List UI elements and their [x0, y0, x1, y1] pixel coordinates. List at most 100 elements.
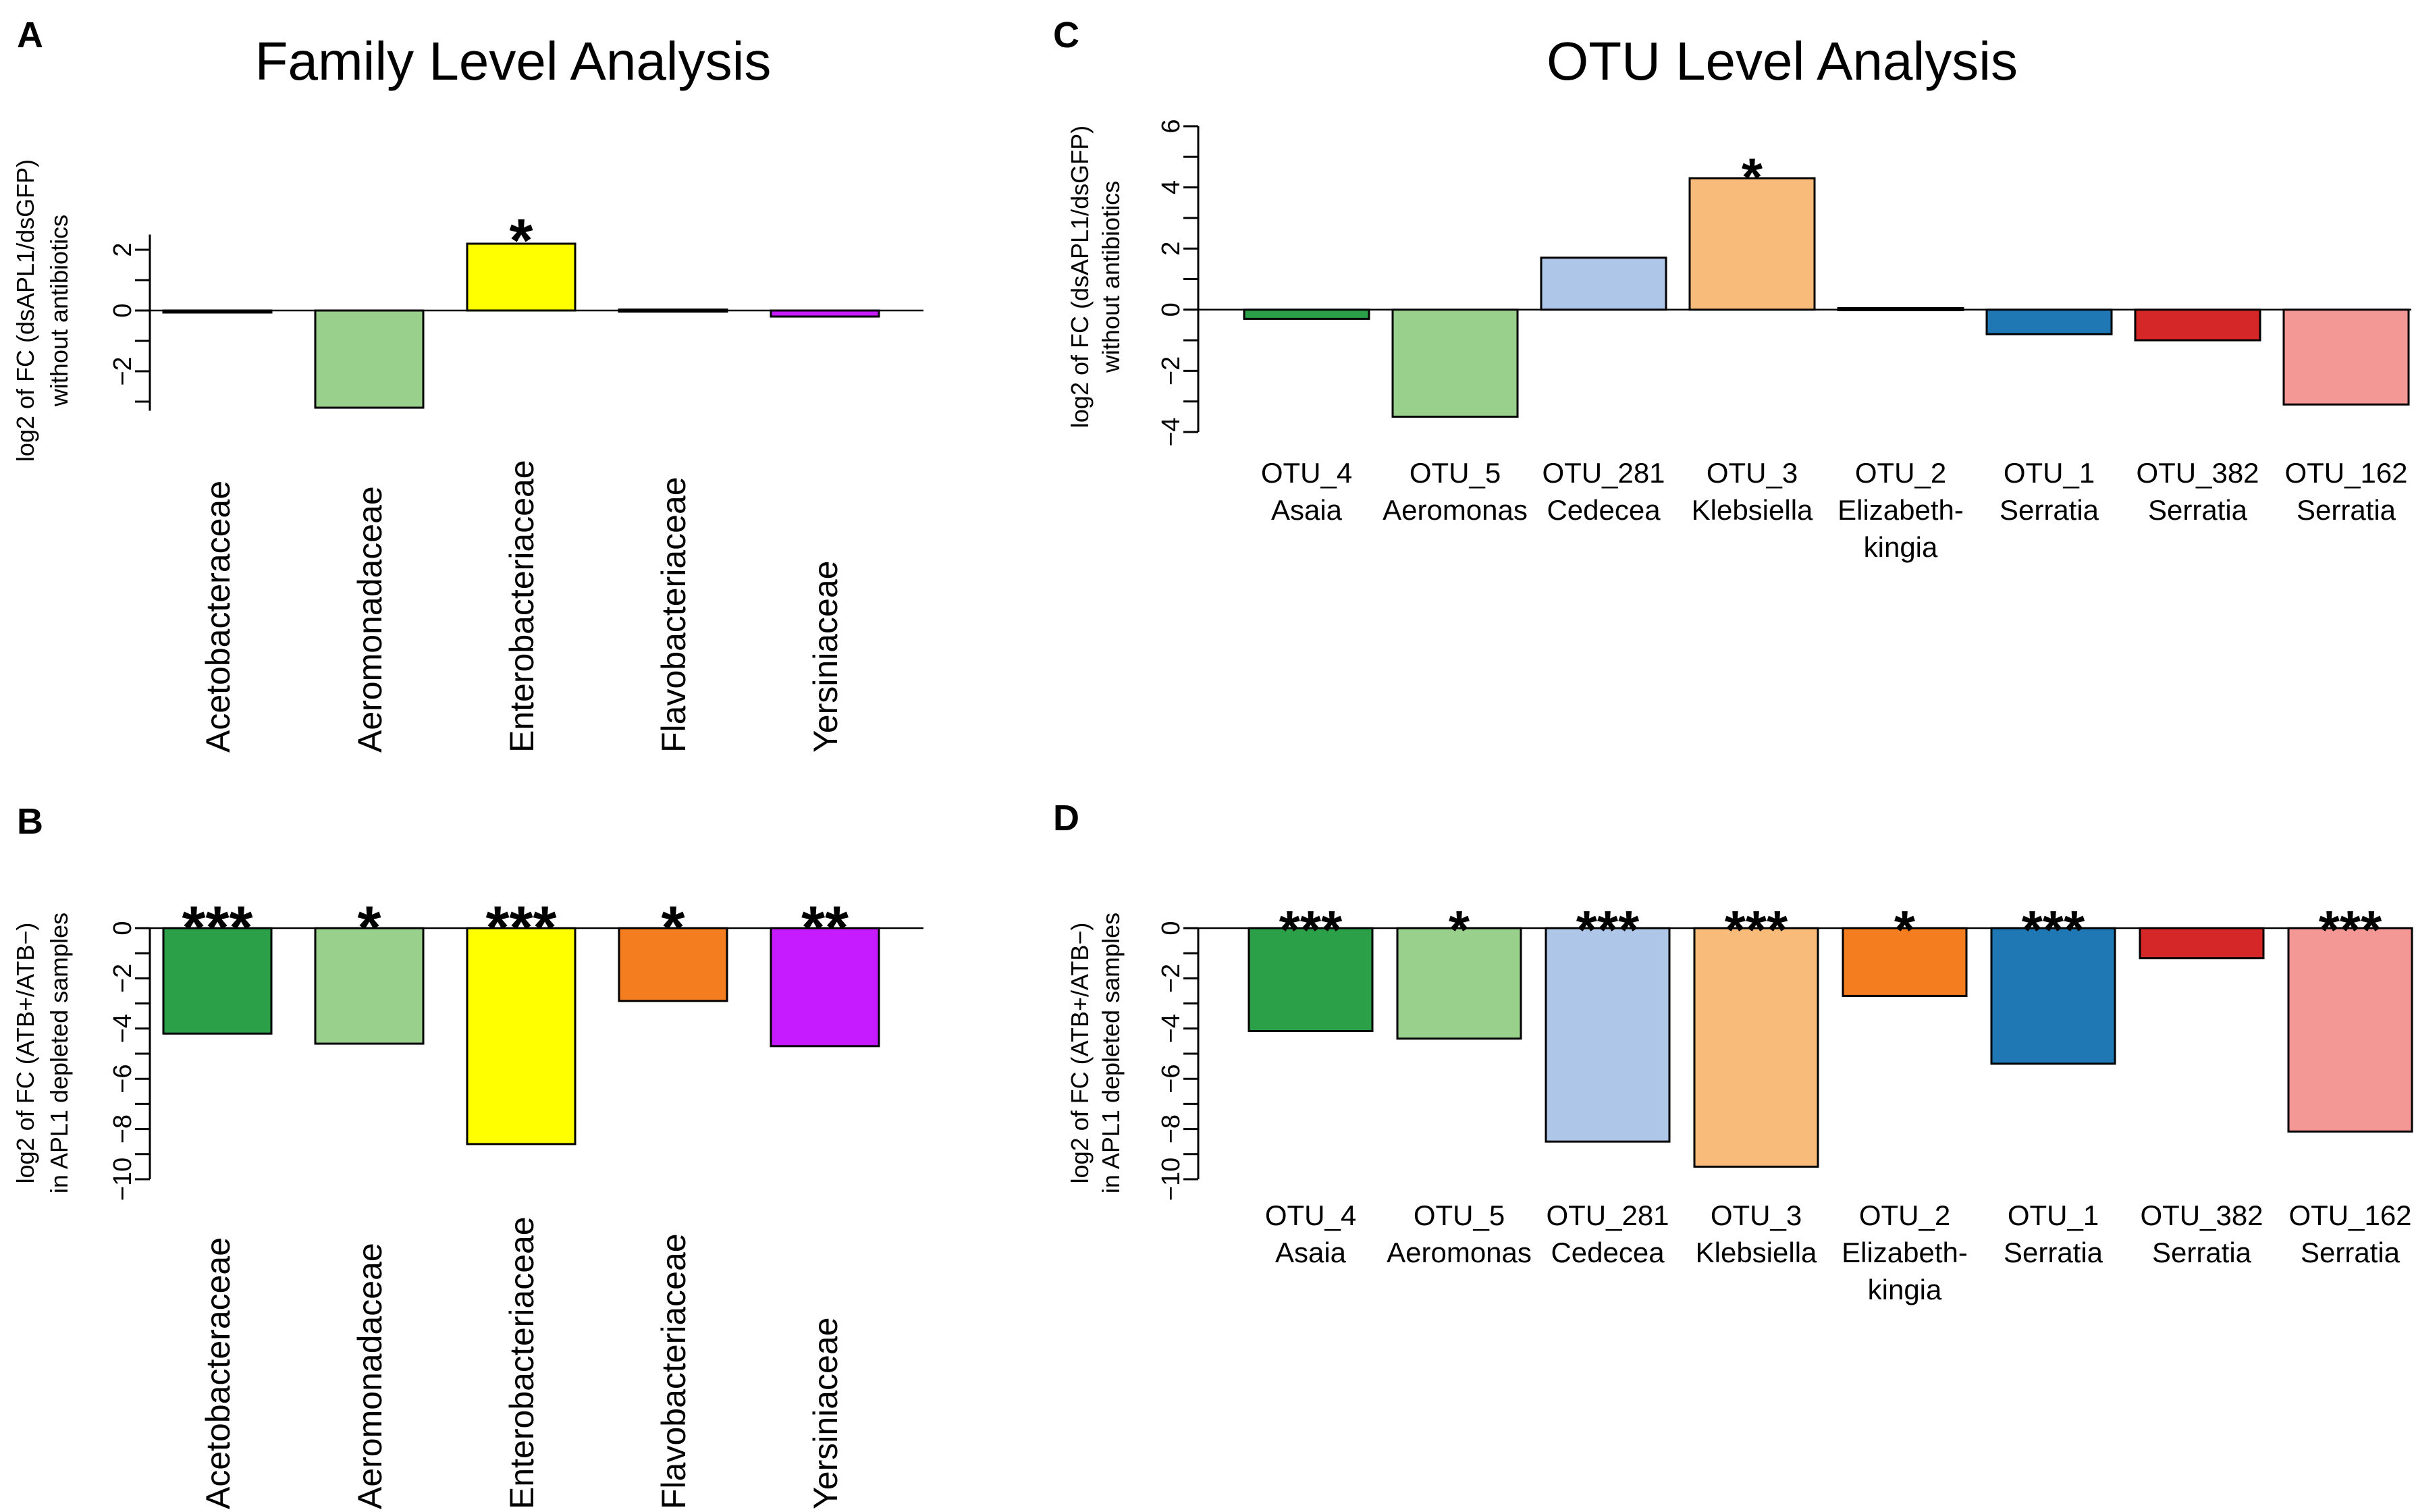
- category-label: Cedecea: [1551, 1237, 1665, 1268]
- category-label: OTU_3: [1711, 1199, 1802, 1231]
- category-label: Elizabeth-: [1842, 1237, 1968, 1268]
- category-label: OTU_2: [1859, 1199, 1950, 1231]
- category-label: OTU_5: [1414, 1199, 1505, 1231]
- bar-4: [770, 927, 880, 1048]
- y-tick-label: −4: [109, 1014, 137, 1043]
- significance-marker: **: [801, 894, 849, 962]
- significance-marker: *: [357, 894, 381, 962]
- y-axis-label: log2 of FC (ATB+/ATB−): [11, 923, 39, 1184]
- y-axis-label: without antibiotics: [1097, 181, 1125, 373]
- category-label: Enterobacteriaceae: [503, 1216, 541, 1509]
- y-tick-label: −2: [1157, 964, 1185, 993]
- y-tick-label: −6: [1157, 1064, 1185, 1094]
- y-tick-label: −6: [109, 1064, 137, 1094]
- category-label: Klebsiella: [1696, 1237, 1817, 1268]
- bar-1: [1391, 308, 1519, 418]
- category-label: OTU_382: [2140, 1199, 2263, 1231]
- panel-label: A: [17, 15, 43, 55]
- y-tick-label: −4: [1157, 417, 1185, 446]
- category-label: Serratia: [2297, 494, 2396, 526]
- significance-marker: ***: [1576, 900, 1640, 960]
- bar-2: [1545, 927, 1671, 1143]
- significance-marker: ***: [1279, 900, 1343, 960]
- bar-1: [314, 309, 425, 409]
- panel-label: B: [17, 801, 43, 842]
- category-label: OTU_281: [1542, 457, 1665, 489]
- category-label: OTU_4: [1265, 1199, 1356, 1231]
- y-tick-label: 6: [1157, 119, 1185, 133]
- significance-marker: *: [1742, 147, 1763, 207]
- category-label: Cedecea: [1547, 494, 1661, 526]
- significance-marker: *: [1449, 900, 1470, 960]
- y-tick-label: 0: [1157, 302, 1185, 317]
- y-tick-label: −10: [109, 1158, 137, 1201]
- category-label: Flavobacteriaceae: [655, 1233, 693, 1509]
- category-label: OTU_5: [1410, 457, 1501, 489]
- y-tick-label: 0: [1157, 921, 1185, 935]
- category-label: kingia: [1864, 531, 1938, 563]
- category-label: Yersiniaceae: [807, 561, 844, 753]
- category-label: Asaia: [1271, 494, 1343, 526]
- otu-level-title: OTU Level Analysis: [1547, 31, 2018, 91]
- bar-1: [314, 927, 425, 1045]
- bar-7: [2282, 308, 2410, 406]
- category-label: Aeromonas: [1383, 494, 1528, 526]
- category-label: Serratia: [2000, 494, 2099, 526]
- bar-4: [1837, 307, 1964, 312]
- y-tick-label: 0: [109, 303, 137, 317]
- significance-marker: ***: [1725, 900, 1788, 960]
- category-label: Enterobacteriaceae: [503, 460, 541, 753]
- bar-0: [162, 927, 273, 1035]
- bar-5: [1985, 308, 2113, 335]
- category-label: Aeromonadaceae: [351, 1243, 389, 1509]
- y-tick-label: −2: [109, 964, 137, 993]
- bar-0: [162, 309, 273, 314]
- y-axis-label: without antibiotics: [45, 215, 73, 407]
- bar-0: [1243, 308, 1370, 320]
- bar-2: [466, 927, 576, 1145]
- bar-5: [1990, 927, 2116, 1065]
- y-axis-label: log2 of FC (dsAPL1/dsGFP): [11, 159, 39, 462]
- panel-label: C: [1053, 15, 1079, 55]
- category-label: Acetobacteraceae: [199, 481, 237, 753]
- y-tick-label: −2: [109, 356, 137, 385]
- y-tick-label: −4: [1157, 1014, 1185, 1043]
- category-label: OTU_1: [2004, 457, 2095, 489]
- category-label: Elizabeth-: [1838, 494, 1964, 526]
- category-label: OTU_1: [2008, 1199, 2099, 1231]
- category-label: Acetobacteraceae: [199, 1237, 237, 1509]
- significance-marker: ***: [485, 894, 556, 962]
- y-tick-label: 0: [109, 921, 137, 935]
- category-label: Asaia: [1275, 1237, 1347, 1268]
- bar-3: [1688, 177, 1816, 311]
- bar-2: [466, 242, 576, 312]
- bar-1: [1396, 927, 1522, 1040]
- bar-6: [2139, 927, 2265, 960]
- y-tick-label: −8: [109, 1114, 137, 1143]
- significance-marker: *: [1894, 900, 1916, 960]
- y-tick-label: 2: [109, 242, 137, 256]
- panel-label: D: [1053, 798, 1079, 838]
- y-axis-label: in APL1 depleted samples: [1097, 913, 1125, 1193]
- y-tick-label: −10: [1157, 1158, 1185, 1201]
- bar-4: [1842, 927, 1968, 997]
- bar-3: [618, 308, 728, 313]
- significance-marker: ***: [2022, 900, 2085, 960]
- y-tick-label: −2: [1157, 356, 1185, 385]
- category-label: OTU_281: [1546, 1199, 1669, 1231]
- category-label: Aeromonadaceae: [351, 486, 389, 753]
- category-label: Serratia: [2301, 1237, 2400, 1268]
- bar-0: [1248, 927, 1374, 1033]
- category-label: Aeromonas: [1387, 1237, 1532, 1268]
- category-label: OTU_162: [2288, 1199, 2411, 1231]
- category-label: Serratia: [2148, 494, 2248, 526]
- y-axis-label: log2 of FC (ATB+/ATB−): [1066, 923, 1094, 1184]
- category-label: OTU_2: [1855, 457, 1946, 489]
- category-label: OTU_162: [2284, 457, 2407, 489]
